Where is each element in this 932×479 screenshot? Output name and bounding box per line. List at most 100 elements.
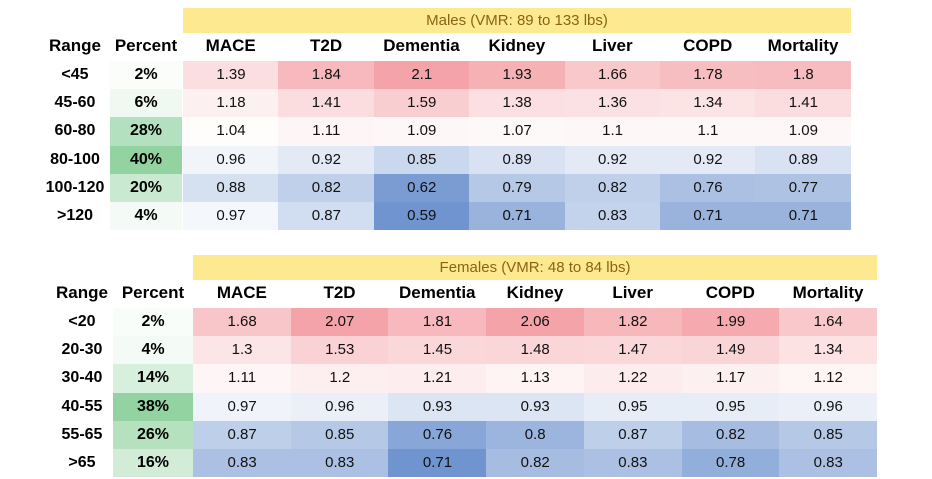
heatmap-cell: 0.96 [290, 392, 389, 421]
heatmap-cell: 0.82 [278, 173, 375, 202]
heatmap-cell: 0.97 [193, 392, 292, 421]
heatmap-cell: 0.97 [183, 202, 279, 231]
row-range-label: >120 [56, 207, 94, 224]
row-range-label: <20 [68, 313, 96, 330]
row-percent-cell: 14% [113, 364, 193, 393]
heatmap-cell: 0.93 [388, 392, 487, 421]
heatmap-cell: 1.21 [388, 364, 487, 393]
heatmap-cell: 1.09 [373, 117, 470, 146]
column-header-kidney: Kidney [488, 36, 546, 55]
percent-header: Percent [121, 283, 185, 302]
heatmap-cell: 1.1 [660, 117, 756, 146]
heatmap-cell: 1.81 [388, 308, 487, 337]
heatmap-cell: 0.92 [564, 145, 661, 174]
row-range-label: >65 [68, 454, 96, 471]
column-header-kidney: Kidney [506, 283, 564, 302]
column-header-dementia: Dementia [398, 283, 476, 302]
heatmap-cell: 1.8 [755, 61, 852, 90]
heatmap-cell: 0.95 [583, 392, 682, 421]
heatmap-cell: 1.11 [193, 364, 292, 393]
heatmap-cell: 0.85 [290, 420, 389, 449]
column-header-t2d: T2D [310, 36, 343, 55]
heatmap-cell: 2.07 [290, 308, 389, 337]
heatmap-cell: 0.77 [755, 173, 852, 202]
heatmap-cell: 1.99 [681, 308, 780, 337]
row-percent-cell: 2% [113, 308, 193, 337]
heatmap-cell: 0.87 [278, 202, 375, 231]
heatmap-cell: 1.12 [779, 364, 878, 393]
heatmap-cell: 1.07 [469, 117, 566, 146]
heatmap-cell: 1.84 [278, 61, 375, 90]
heatmap-cell: 0.96 [779, 392, 878, 421]
column-header-mace: MACE [216, 283, 267, 302]
heatmap-cell: 1.34 [779, 336, 878, 365]
heatmap-cell: 0.83 [193, 449, 292, 478]
heatmap-cell: 1.41 [755, 89, 852, 118]
heatmap-cell: 1.53 [290, 336, 389, 365]
row-range-label: 45-60 [54, 94, 96, 112]
column-header-t2d: T2D [323, 283, 356, 302]
row-range-label: 55-65 [61, 425, 103, 443]
heatmap-cell: 1.93 [469, 61, 566, 90]
heatmap-cell: 0.87 [583, 420, 682, 449]
heatmap-cell: 0.95 [681, 392, 780, 421]
heatmap-cell: 0.85 [779, 420, 878, 449]
heatmap-cell: 0.71 [469, 202, 566, 231]
heatmap-cell: 0.82 [564, 173, 661, 202]
heatmap-cell: 1.47 [583, 336, 682, 365]
row-percent-cell: 26% [113, 420, 193, 449]
heatmap-cell: 1.17 [681, 364, 780, 393]
row-percent-cell: 4% [110, 202, 182, 231]
heatmap-cell: 0.83 [290, 449, 389, 478]
row-range-label: 60-80 [54, 122, 96, 140]
heatmap-cell: 0.59 [373, 202, 470, 231]
heatmap-cell: 1.64 [779, 308, 878, 337]
heatmap-cell: 1.18 [183, 89, 279, 118]
row-percent-cell: 2% [110, 61, 182, 90]
heatmap-cell: 0.71 [755, 202, 852, 231]
heatmap-cell: 0.83 [583, 449, 682, 478]
row-range-label: 20-30 [61, 341, 103, 359]
heatmap-cell: 1.3 [193, 336, 292, 365]
heatmap-cell: 1.36 [564, 89, 661, 118]
heatmap-cell: 0.76 [388, 420, 487, 449]
heatmap-cell: 2.06 [486, 308, 585, 337]
heatmap-cell: 1.68 [193, 308, 292, 337]
heatmap-cell: 0.92 [660, 145, 756, 174]
heatmap-cell: 0.82 [486, 449, 585, 478]
column-header-copd: COPD [683, 36, 733, 55]
column-header-mortality: Mortality [767, 36, 839, 55]
heatmap-cell: 0.82 [681, 420, 780, 449]
heatmap-cell: 1.04 [183, 117, 279, 146]
table-title: Females (VMR: 48 to 84 lbs) [193, 255, 877, 280]
heatmap-cell: 1.34 [660, 89, 756, 118]
percent-header: Percent [114, 36, 178, 55]
heatmap-cell: 0.93 [486, 392, 585, 421]
heatmap-cell: 0.96 [183, 145, 279, 174]
row-percent-cell: 4% [113, 336, 193, 365]
heatmap-cell: 0.88 [183, 173, 279, 202]
heatmap-cell: 1.48 [486, 336, 585, 365]
row-range-label: 40-55 [61, 397, 103, 415]
column-header-dementia: Dementia [383, 36, 460, 55]
heatmap-cell: 0.78 [681, 449, 780, 478]
heatmap-cell: 1.41 [278, 89, 375, 118]
heatmap-cell: 0.83 [779, 449, 878, 478]
row-range-label: <45 [61, 66, 89, 83]
range-header: Range [49, 36, 101, 55]
heatmap-cell: 0.89 [469, 145, 566, 174]
column-header-mace: MACE [205, 36, 256, 55]
heatmap-cell: 1.13 [486, 364, 585, 393]
heatmap-cell: 0.79 [469, 173, 566, 202]
heatmap-cell: 0.76 [660, 173, 756, 202]
row-range-label: 80-100 [50, 150, 100, 168]
heatmap-cell: 0.85 [373, 145, 470, 174]
heatmap-cell: 0.89 [755, 145, 852, 174]
row-percent-cell: 40% [110, 145, 182, 174]
heatmap-cell: 0.92 [278, 145, 375, 174]
heatmap-cell: 1.82 [583, 308, 682, 337]
heatmap-cell: 0.8 [486, 420, 585, 449]
column-header-liver: Liver [591, 36, 633, 55]
heatmap-cell: 0.71 [388, 449, 487, 478]
heatmap-cell: 0.71 [660, 202, 756, 231]
